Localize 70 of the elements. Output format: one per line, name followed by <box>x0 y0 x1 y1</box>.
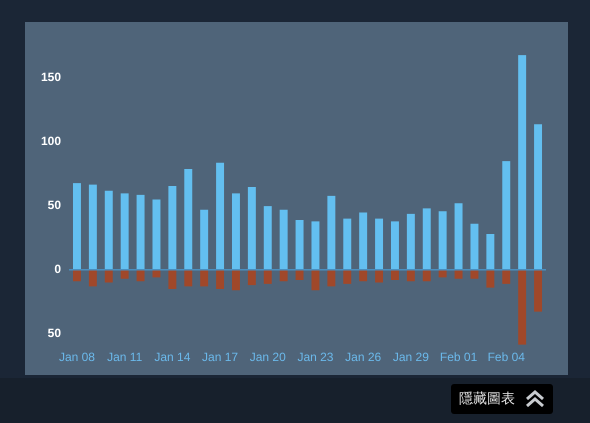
bar <box>359 212 368 270</box>
x-tick-label: Feb 01 <box>440 350 478 364</box>
bar <box>502 270 510 284</box>
bar <box>200 210 208 270</box>
bar <box>406 214 415 270</box>
bar <box>232 270 240 290</box>
bar <box>518 55 526 270</box>
bar <box>359 270 368 282</box>
bar <box>280 210 288 270</box>
text: 隱藏圖表 <box>459 390 515 408</box>
bar <box>296 270 304 280</box>
bar <box>200 270 208 286</box>
y-tick-label: 0 <box>54 262 62 276</box>
bar <box>184 168 192 270</box>
bar <box>168 186 176 270</box>
y-tick-label: 50 <box>48 326 62 340</box>
bar <box>216 270 224 289</box>
x-tick-label: Jan 08 <box>58 350 96 364</box>
bar <box>152 200 160 270</box>
bar <box>375 270 384 283</box>
bar <box>327 196 336 270</box>
x-tick-label: Jan 26 <box>345 350 382 364</box>
bar <box>296 220 304 270</box>
bar <box>264 270 272 284</box>
bar <box>422 208 431 270</box>
bar <box>486 270 494 288</box>
x-tick-label: Jan 14 <box>154 350 191 364</box>
bar <box>454 203 463 270</box>
bar <box>534 270 542 312</box>
bar <box>486 234 494 270</box>
bar <box>518 270 526 345</box>
y-tick-label: 150 <box>40 70 62 84</box>
bar <box>120 193 129 270</box>
bar <box>390 270 399 280</box>
x-tick-label: Jan 11 <box>107 350 143 364</box>
x-tick-label: Jan 29 <box>392 350 430 364</box>
bar <box>136 270 145 282</box>
x-tick-label: Jan 23 <box>297 350 334 364</box>
bar <box>375 218 384 270</box>
bar <box>184 270 192 286</box>
bar <box>216 162 224 270</box>
bar <box>72 270 81 282</box>
bar <box>88 184 97 270</box>
bar <box>72 183 81 270</box>
y-tick-label: 50 <box>48 198 62 212</box>
bar <box>470 224 478 270</box>
bar <box>311 221 320 270</box>
bar <box>422 270 431 282</box>
bar <box>248 270 256 286</box>
x-tick-label: Jan 20 <box>250 350 286 364</box>
bar <box>438 211 447 270</box>
y-tick-label: 100 <box>40 134 62 148</box>
bar <box>343 270 352 284</box>
bar <box>502 161 510 270</box>
x-tick-label: Feb 04 <box>488 350 526 364</box>
bar <box>264 206 272 270</box>
bar <box>406 270 415 282</box>
bar <box>232 193 240 270</box>
bar <box>104 190 113 270</box>
bar <box>311 270 320 290</box>
bar <box>248 187 256 270</box>
bar <box>88 270 97 286</box>
bar <box>390 221 399 270</box>
bar <box>327 270 336 286</box>
bar <box>136 194 145 270</box>
bar <box>168 270 176 289</box>
x-tick-label: Jan 17 <box>202 350 238 364</box>
bar <box>280 270 288 282</box>
bar <box>343 218 352 270</box>
bar <box>534 124 542 270</box>
